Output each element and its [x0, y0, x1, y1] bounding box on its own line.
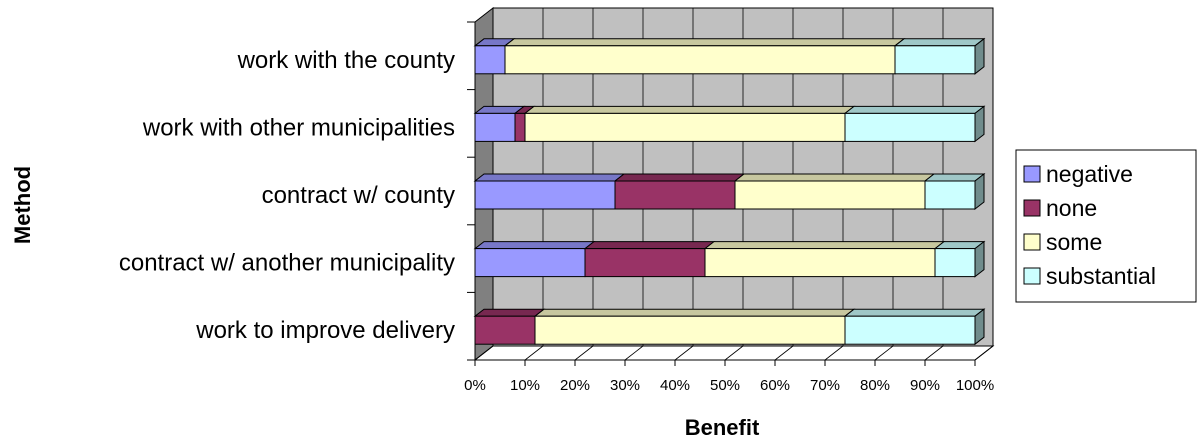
bar-top-face: [893, 38, 986, 47]
x-tick-labels: 0% 10% 20% 30% 40% 50% 60% 70% 80% 90% 100%: [464, 377, 994, 394]
bar-front-face: [844, 112, 976, 142]
bar-top-face: [843, 105, 986, 114]
category-label: work to improve delivery: [195, 317, 455, 344]
bar-front-face: [534, 315, 846, 345]
bar-front-face: [894, 45, 976, 75]
bar-front-face: [524, 112, 846, 142]
bar-segment-negative: [473, 173, 626, 210]
floor-gridline: [624, 345, 644, 361]
bar-top-face: [703, 241, 946, 250]
bar-top-face: [473, 241, 596, 250]
bar-segment-none: [473, 308, 546, 345]
floor-gridline: [874, 345, 894, 361]
bar-side-face: [974, 172, 985, 211]
legend-swatch-negative: [1023, 165, 1041, 183]
bar-top-face: [583, 241, 716, 250]
bar-front-face: [514, 112, 526, 142]
bar-side-face: [974, 105, 985, 143]
bar-top-face: [473, 173, 626, 182]
x-tick-label: 0%: [464, 377, 486, 394]
bar-top-face: [523, 105, 856, 114]
bar-top-face: [533, 308, 856, 317]
bar-top-face: [843, 308, 986, 317]
floor-gridline: [724, 345, 744, 361]
x-tick-label: 70%: [810, 377, 840, 394]
bar-segment-none: [613, 173, 746, 210]
bar-segment-some: [733, 173, 936, 210]
legend-item-none: none: [1046, 195, 1097, 221]
x-axis-title: Benefit: [685, 415, 760, 440]
legend-item-substantial: substantial: [1046, 263, 1156, 289]
x-tick-label: 30%: [610, 377, 640, 394]
floor-gridline: [774, 345, 794, 361]
bar-top-face: [733, 173, 936, 182]
category-label: contract w/ county: [262, 182, 455, 209]
floor-gridline: [924, 345, 944, 361]
bar-top-face: [923, 173, 986, 182]
x-tick-label: 10%: [510, 377, 540, 394]
x-tick-label: 20%: [560, 377, 590, 394]
category-labels: work with the county work with other muni…: [119, 47, 455, 344]
legend-swatch-some: [1023, 233, 1041, 251]
legend-item-some: some: [1046, 229, 1102, 255]
floor-gridline: [974, 345, 994, 361]
bar-front-face: [474, 248, 586, 278]
category-label: contract w/ another municipality: [119, 250, 455, 277]
bar-front-face: [474, 180, 616, 210]
legend-swatch-none: [1023, 199, 1041, 217]
y-axis-title: Method: [10, 166, 35, 244]
bar-segment-negative: [473, 241, 596, 278]
bar-front-face: [474, 315, 536, 345]
floor-gridline: [524, 345, 544, 361]
bar-segment-some: [503, 38, 906, 75]
bar-front-face: [934, 248, 976, 278]
legend-swatch-substantial: [1023, 267, 1041, 285]
x-tick-label: 80%: [860, 377, 890, 394]
bar-side-face: [974, 308, 985, 346]
bar-segment-some: [523, 105, 856, 142]
legend-item-negative: negative: [1046, 161, 1133, 187]
bar-side-face: [974, 240, 985, 278]
x-tick-label: 90%: [910, 377, 940, 394]
bar-segment-substantial: [843, 105, 986, 142]
floor-gridline: [574, 345, 594, 361]
bar-segment-none: [583, 241, 716, 278]
bar-top-face: [613, 173, 746, 182]
bar-series: [473, 37, 986, 346]
bar-segment-some: [533, 308, 856, 345]
category-label: work with the county: [237, 47, 455, 74]
bar-segment-negative: [473, 38, 516, 75]
bar-top-face: [503, 38, 906, 47]
x-tick-label: 40%: [660, 377, 690, 394]
x-tick-label: 50%: [710, 377, 740, 394]
bar-front-face: [474, 112, 516, 142]
bar-side-face: [974, 37, 985, 75]
bar-front-face: [504, 45, 896, 75]
bar-segment-negative: [473, 105, 526, 142]
bar-front-face: [474, 45, 506, 75]
bar-segment-substantial: [893, 38, 986, 75]
bar-front-face: [924, 180, 976, 210]
legend: negative none some substantial: [1015, 149, 1197, 303]
floor-gridline: [824, 345, 844, 361]
bar-segment-substantial: [843, 308, 986, 345]
legend-box: [1015, 149, 1197, 303]
bar-front-face: [844, 315, 976, 345]
category-label: work with other municipalities: [142, 114, 455, 141]
bar-front-face: [734, 180, 926, 210]
floor-gridline: [674, 345, 694, 361]
floor-gridline: [474, 345, 494, 361]
bar-segment-some: [703, 241, 946, 278]
bar-segment-substantial: [933, 241, 986, 278]
bar-front-face: [704, 248, 936, 278]
x-tick-label: 100%: [956, 377, 994, 394]
bar-front-face: [584, 248, 706, 278]
x-tick-label: 60%: [760, 377, 790, 394]
bar-front-face: [614, 180, 736, 210]
bar-top-face: [473, 308, 546, 317]
